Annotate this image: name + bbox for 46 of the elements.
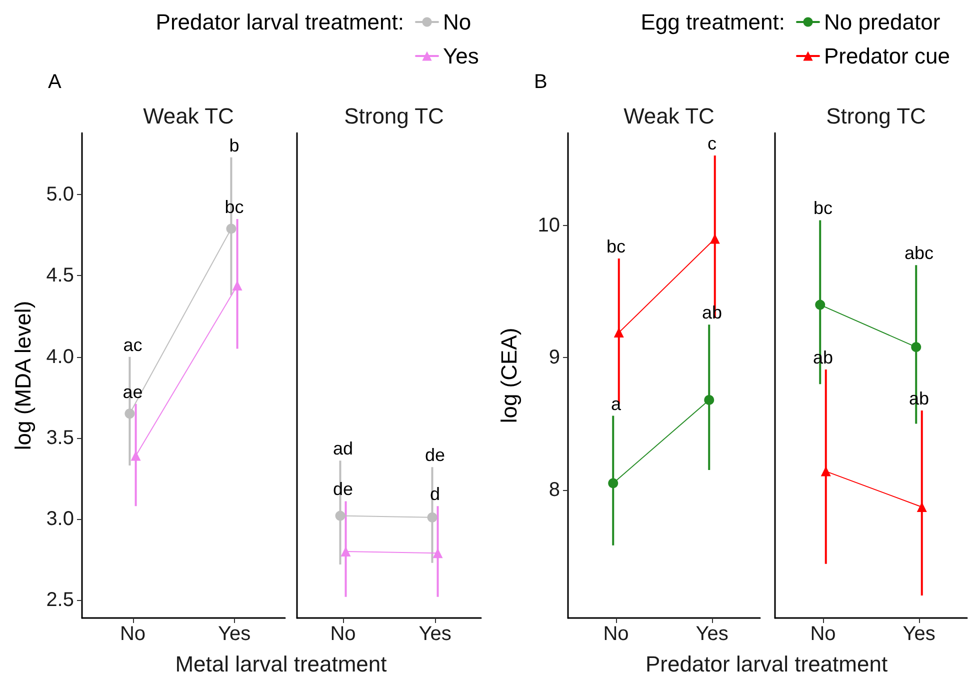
y-tick-label: 3.5: [46, 426, 74, 449]
x-tick-label: Yes: [696, 623, 728, 645]
annotation: bc: [813, 198, 833, 218]
y-axis-title: log (MDA level): [10, 300, 36, 450]
annotation: c: [708, 133, 716, 154]
y-tick-label: 5.0: [46, 184, 74, 206]
chart-title: Weak TC: [143, 104, 234, 128]
annotation: ad: [332, 438, 354, 459]
y-tick-label: 3.0: [46, 508, 74, 530]
annotation: abc: [904, 243, 934, 264]
legend-label: Yes: [443, 44, 479, 68]
legend-title: Egg treatment:: [640, 10, 785, 34]
annotation: de: [424, 445, 446, 466]
x-tick-label: No: [120, 623, 146, 645]
annotation: de: [332, 479, 354, 500]
x-tick-label: No: [810, 623, 836, 645]
y-tick-label: 9: [548, 346, 560, 369]
x-tick-label: No: [330, 623, 356, 645]
legend-label: Predator cue: [824, 44, 950, 68]
legend-title: Predator larval treatment:: [156, 10, 404, 34]
x-tick-label: Yes: [218, 623, 251, 645]
x-tick-label: No: [603, 623, 629, 645]
annotation: ac: [123, 334, 142, 355]
x-tick-label: Yes: [418, 623, 452, 645]
chart-title: Strong TC: [344, 104, 444, 128]
annotation: d: [430, 484, 440, 504]
annotation: bc: [224, 196, 244, 217]
annotation: ae: [122, 382, 143, 402]
legend-label: No predator: [824, 10, 940, 34]
y-tick-label: 2.5: [46, 589, 74, 612]
annotation: b: [229, 135, 240, 156]
text: B: [534, 71, 548, 93]
y-tick-label: 4.0: [46, 346, 74, 368]
x-axis-title: Predator larval treatment: [645, 652, 888, 676]
y-tick-label: 10: [538, 214, 560, 237]
x-tick-label: Yes: [902, 623, 936, 645]
y-tick-label: 4.5: [46, 264, 74, 287]
y-tick-label: 8: [548, 478, 560, 501]
legend-label: No: [443, 10, 472, 34]
text: A: [48, 71, 62, 93]
chart-title: Weak TC: [624, 104, 715, 128]
y-axis-title: log (CEA): [496, 328, 522, 424]
annotation: a: [610, 394, 622, 414]
annotation: bc: [606, 236, 626, 257]
chart-title: Strong TC: [826, 104, 926, 128]
x-axis-title: Metal larval treatment: [175, 652, 387, 676]
